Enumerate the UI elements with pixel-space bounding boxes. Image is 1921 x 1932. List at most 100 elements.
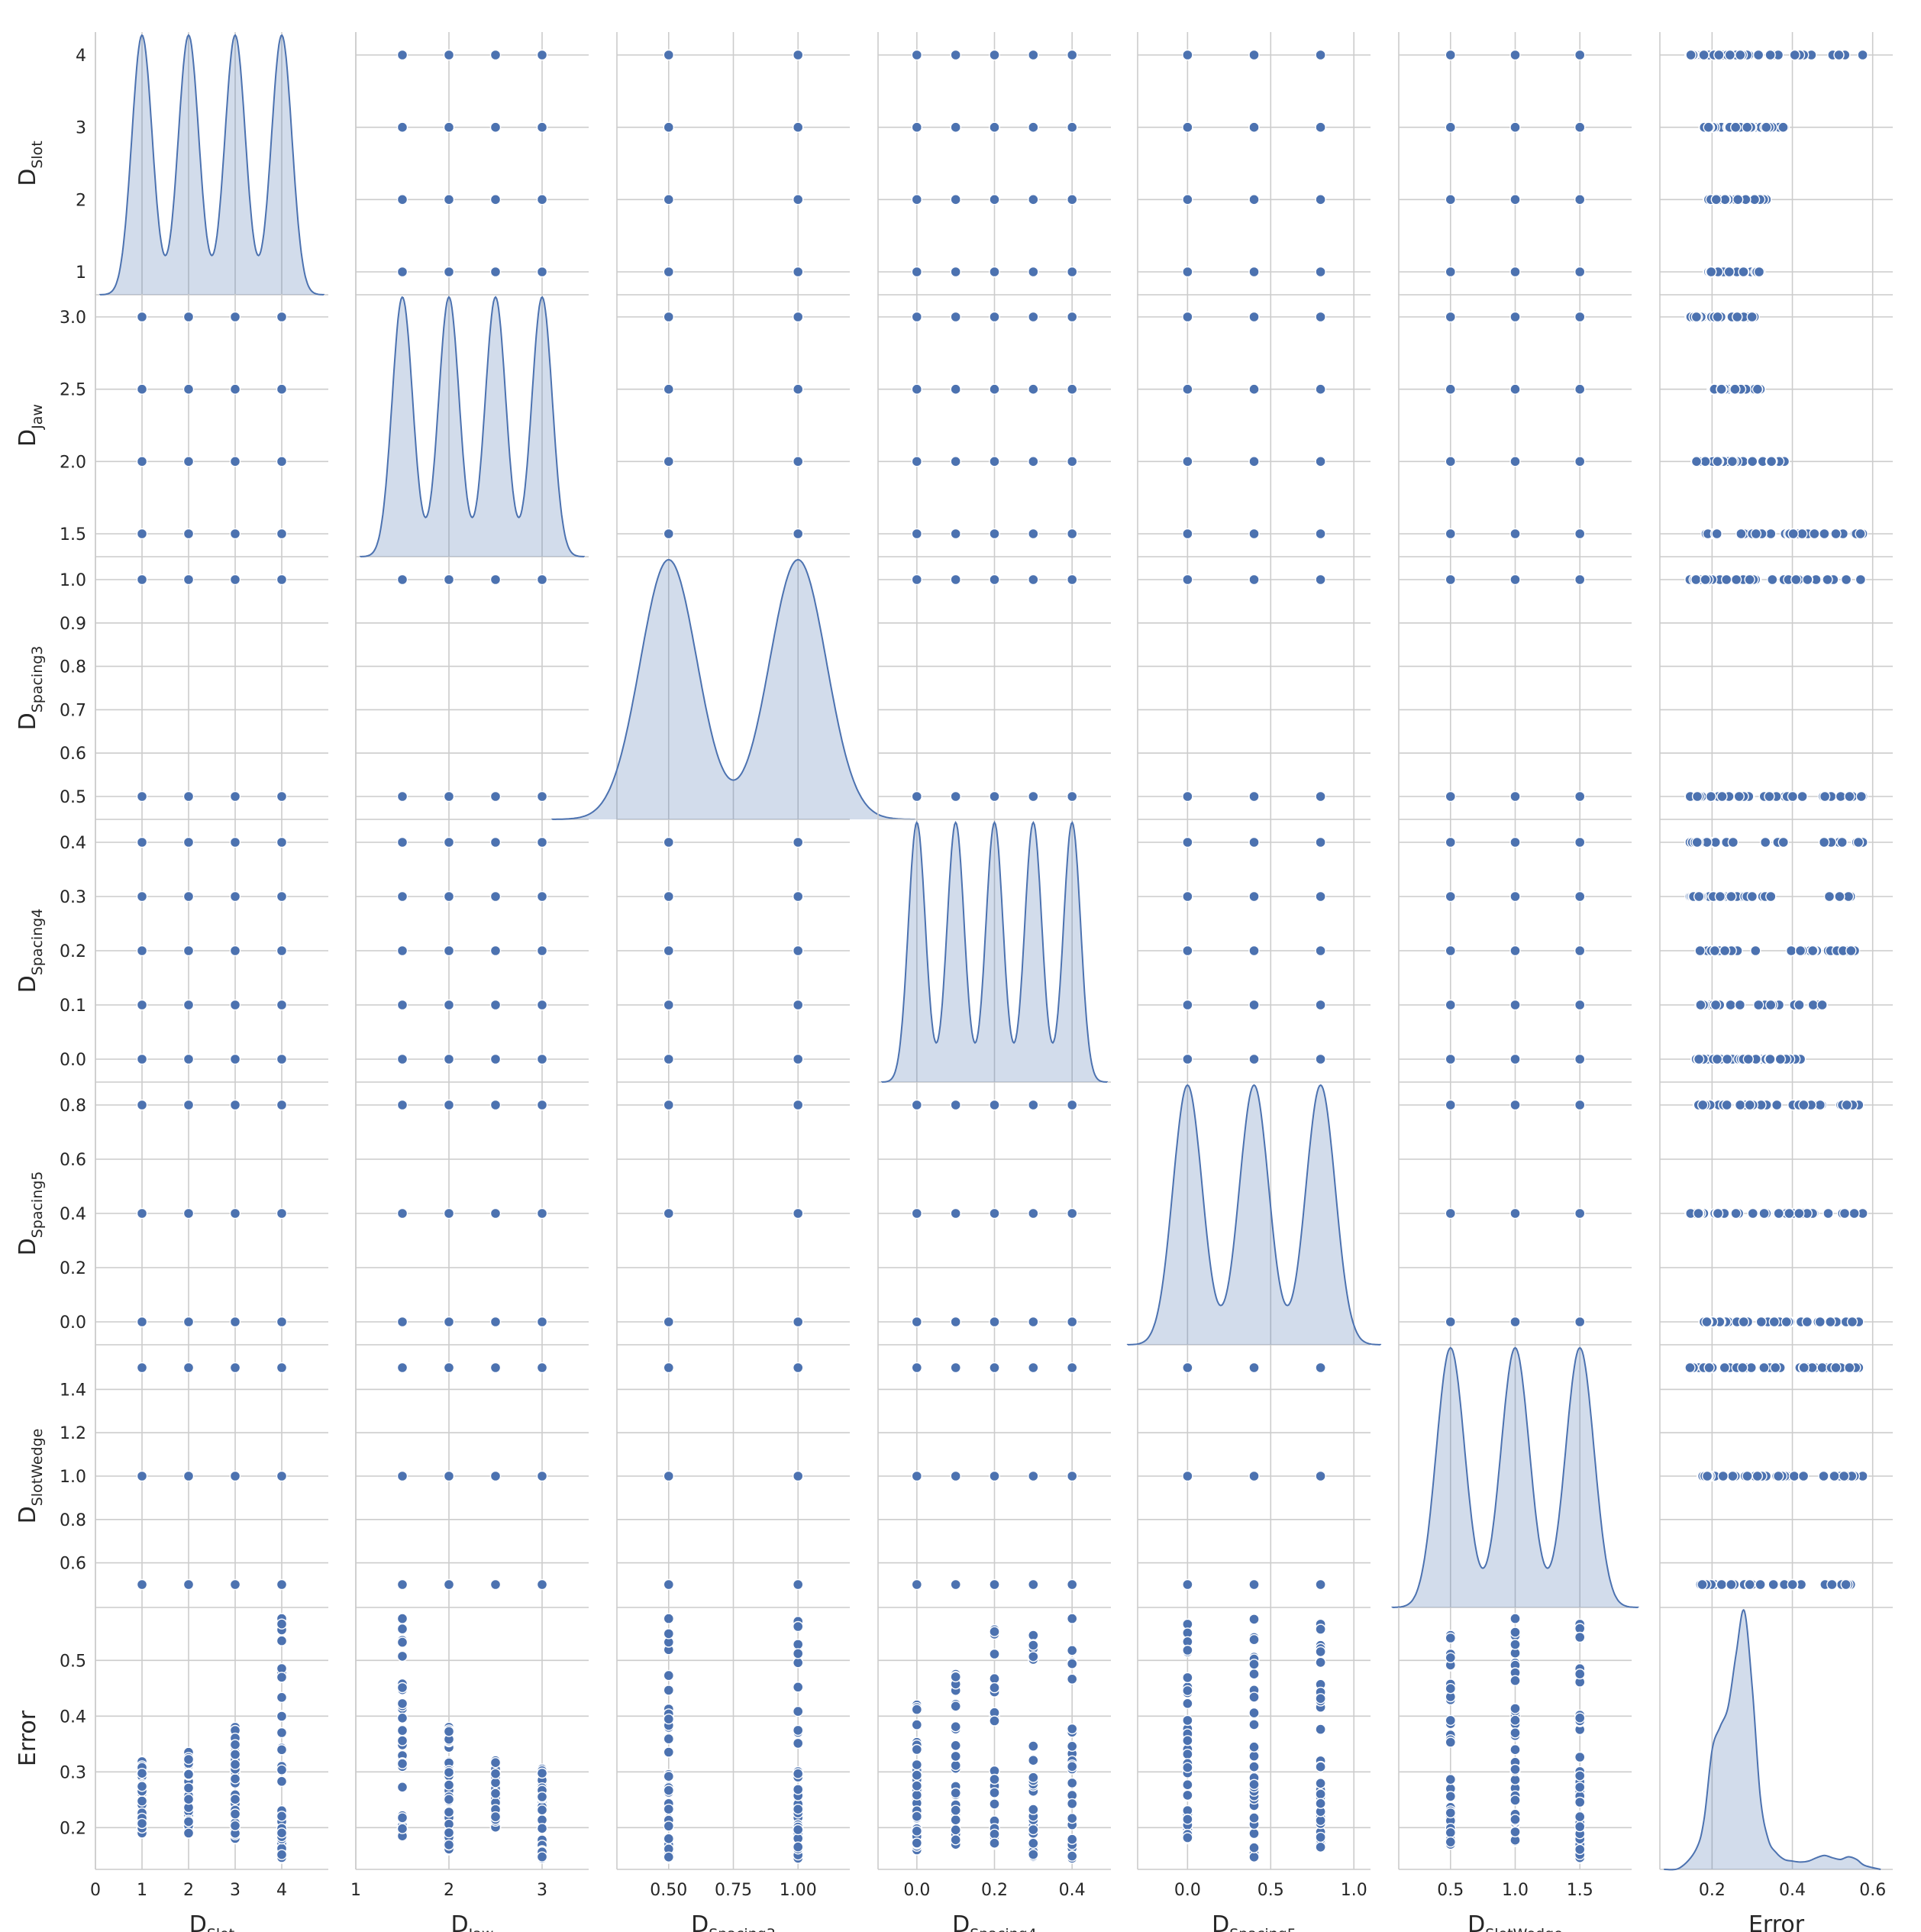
data-point — [489, 1099, 502, 1111]
y-tick-label: 0.4 — [60, 834, 86, 853]
data-point — [911, 1719, 923, 1730]
data-point — [989, 1470, 1000, 1482]
data-point — [1066, 266, 1078, 278]
data-point — [1445, 528, 1457, 540]
data-point — [1574, 836, 1586, 848]
data-point — [1711, 528, 1722, 540]
data-point — [136, 1207, 148, 1220]
data-point — [1765, 890, 1777, 903]
data-point — [489, 266, 502, 278]
kde-line-D_Slot — [99, 34, 324, 296]
data-point — [182, 999, 195, 1011]
data-point — [136, 311, 148, 323]
data-point — [1509, 121, 1521, 133]
data-point — [911, 1470, 923, 1482]
x-axis-label-D_Slot: DSlot — [189, 1911, 235, 1932]
data-point — [1028, 1740, 1039, 1752]
data-point — [1066, 121, 1078, 133]
data-point — [1509, 573, 1521, 586]
data-point — [1315, 456, 1326, 467]
data-point — [792, 121, 804, 133]
data-point — [136, 1362, 148, 1374]
data-point — [1315, 1646, 1326, 1658]
data-point — [1509, 1639, 1521, 1650]
data-point — [1445, 573, 1457, 586]
x-tick-label: 0.0 — [903, 1881, 930, 1900]
data-point — [1315, 1470, 1326, 1482]
data-point — [1830, 1362, 1842, 1374]
data-point — [950, 1362, 961, 1374]
panel-D_Spacing5-vs-D_Spacing3 — [616, 1082, 850, 1346]
data-point — [1787, 1578, 1798, 1591]
data-point — [1182, 1814, 1193, 1825]
data-point — [1315, 383, 1326, 395]
data-point — [1509, 1627, 1521, 1638]
data-point — [443, 1827, 455, 1839]
data-point — [1712, 1207, 1724, 1220]
data-point — [396, 1636, 408, 1648]
x-tick-label: 3 — [537, 1881, 547, 1900]
data-point — [1690, 573, 1702, 586]
data-point — [489, 573, 502, 586]
data-point — [1574, 49, 1586, 61]
data-point — [1445, 1836, 1457, 1848]
panel-Error-vs-D_Spacing3 — [616, 1607, 850, 1870]
data-point — [1685, 49, 1697, 61]
y-tick-label: 1.0 — [60, 1468, 86, 1487]
data-point — [396, 1099, 408, 1111]
data-point — [1574, 194, 1586, 205]
data-point — [1182, 456, 1193, 467]
data-point — [489, 790, 502, 803]
data-point — [443, 1794, 455, 1805]
data-point — [1816, 1362, 1828, 1374]
data-point — [1768, 1316, 1781, 1328]
data-point — [182, 1827, 195, 1839]
data-point — [663, 1362, 674, 1374]
data-point — [1719, 945, 1731, 957]
y-axis-label-D_SlotWedge-main: D — [15, 1506, 41, 1523]
data-point — [663, 383, 674, 395]
data-point — [663, 1851, 674, 1863]
x-tick-label: 1.5 — [1567, 1881, 1593, 1900]
y-axis-label-D_Spacing4-sub: Spacing4 — [29, 909, 46, 976]
data-point — [1182, 121, 1193, 133]
x-tick-label: 1.00 — [780, 1881, 817, 1900]
data-point — [1066, 1362, 1078, 1374]
data-point — [1574, 1668, 1586, 1680]
data-point — [989, 1578, 1000, 1591]
data-point — [396, 836, 408, 848]
data-point — [1066, 194, 1078, 205]
data-point — [489, 836, 502, 848]
data-point — [1574, 456, 1586, 467]
data-point — [1248, 1812, 1260, 1824]
data-point — [950, 1099, 961, 1111]
data-point — [182, 528, 195, 540]
data-point — [1182, 1644, 1193, 1656]
data-point — [1066, 1316, 1078, 1328]
y-tick-label: 0.5 — [60, 788, 86, 807]
data-point — [1445, 1737, 1457, 1748]
data-point — [489, 194, 502, 205]
data-point — [1693, 890, 1705, 903]
data-point — [1315, 194, 1326, 205]
panel-D_SlotWedge-vs-D_Spacing3 — [616, 1345, 850, 1608]
data-point — [182, 1782, 195, 1794]
data-point — [1574, 1631, 1586, 1643]
data-point — [1315, 1788, 1326, 1800]
data-point — [989, 49, 1000, 61]
data-point — [1735, 49, 1746, 61]
x-axis-label-D_Spacing4-sub: Spacing4 — [970, 1926, 1037, 1932]
data-point — [1182, 1789, 1193, 1801]
data-point — [1248, 528, 1260, 540]
data-point — [1028, 1651, 1039, 1662]
data-point — [443, 1099, 455, 1111]
data-point — [1509, 1727, 1521, 1739]
data-point — [1445, 311, 1457, 323]
data-point — [1066, 1723, 1078, 1735]
data-point — [229, 1099, 241, 1111]
data-point — [911, 1759, 923, 1771]
data-point — [396, 1712, 408, 1724]
data-point — [1028, 1362, 1039, 1374]
data-point — [1182, 49, 1193, 61]
data-point — [1752, 383, 1764, 395]
